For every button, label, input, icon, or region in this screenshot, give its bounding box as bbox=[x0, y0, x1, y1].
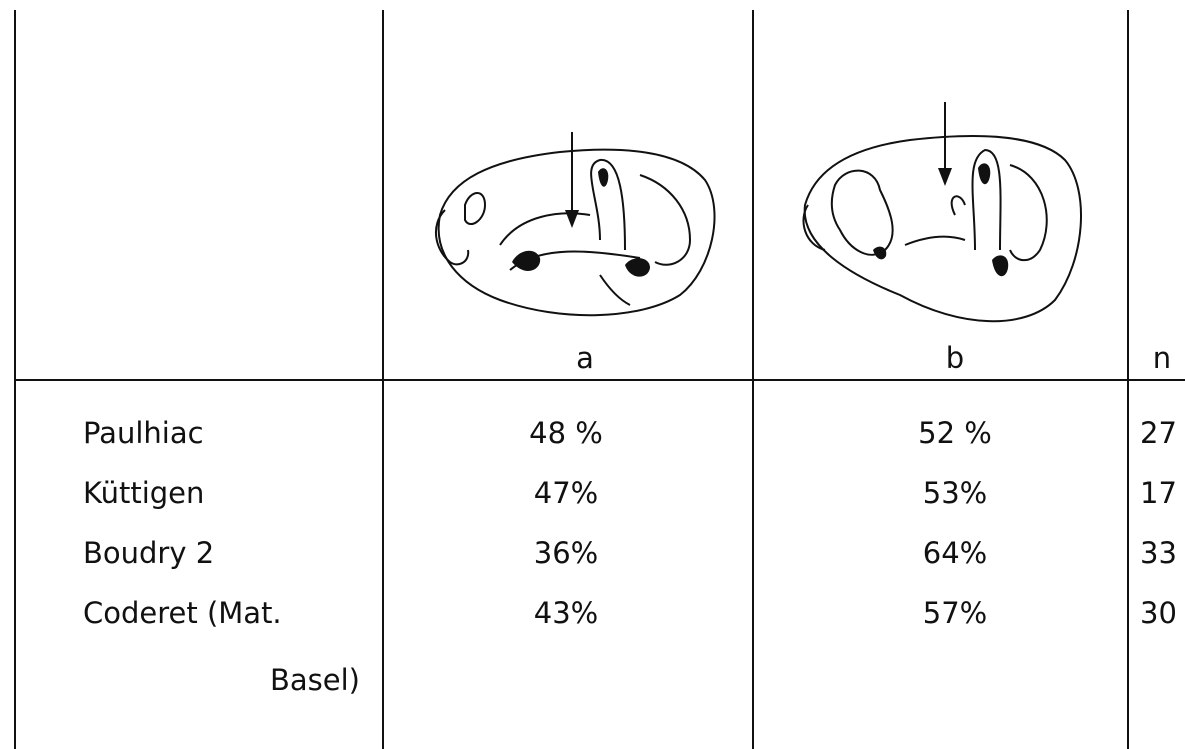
column-header: b bbox=[946, 341, 964, 375]
cell-n: 27 bbox=[1140, 416, 1177, 450]
cell-a: 48 % bbox=[529, 416, 603, 450]
site-name: Coderet (Mat. bbox=[83, 596, 282, 630]
cell-a: 47% bbox=[534, 476, 598, 510]
cell-n: 33 bbox=[1140, 536, 1177, 570]
site-name: Küttigen bbox=[83, 476, 204, 510]
cell-b: 57% bbox=[923, 596, 987, 630]
cell-a: 36% bbox=[534, 536, 598, 570]
cell-n: 17 bbox=[1140, 476, 1177, 510]
cell-b: 53% bbox=[923, 476, 987, 510]
cell-b: 52 % bbox=[918, 416, 992, 450]
site-name: Basel) bbox=[270, 663, 360, 697]
cell-a: 43% bbox=[534, 596, 598, 630]
site-name: Boudry 2 bbox=[83, 536, 214, 570]
column-header: n bbox=[1153, 341, 1171, 375]
cell-b: 64% bbox=[923, 536, 987, 570]
column-header: a bbox=[576, 341, 594, 375]
tooth-drawing-b bbox=[802, 102, 1082, 323]
site-name: Paulhiac bbox=[83, 416, 204, 450]
tooth-drawing-a bbox=[434, 132, 716, 317]
cell-n: 30 bbox=[1140, 596, 1177, 630]
